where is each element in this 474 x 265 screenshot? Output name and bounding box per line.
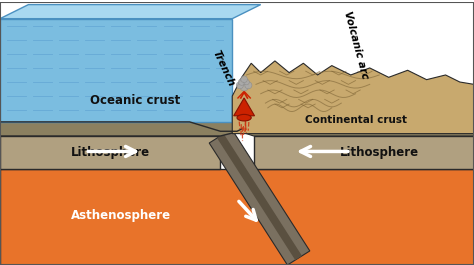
Circle shape: [245, 82, 252, 89]
Ellipse shape: [237, 114, 251, 121]
Polygon shape: [0, 122, 239, 136]
Text: Asthenosphere: Asthenosphere: [71, 209, 171, 222]
Polygon shape: [209, 129, 310, 265]
Polygon shape: [0, 136, 220, 169]
Polygon shape: [234, 98, 255, 116]
Text: Continental crust: Continental crust: [304, 114, 407, 125]
Text: Lithosphere: Lithosphere: [71, 146, 150, 159]
Polygon shape: [0, 169, 474, 265]
Circle shape: [238, 79, 245, 85]
Text: Oceanic crust: Oceanic crust: [90, 94, 180, 107]
Polygon shape: [0, 19, 232, 122]
Polygon shape: [0, 5, 261, 19]
Circle shape: [241, 76, 247, 82]
Circle shape: [244, 79, 249, 85]
Circle shape: [240, 82, 248, 91]
Text: Trench: Trench: [211, 48, 237, 88]
Polygon shape: [217, 134, 302, 260]
Polygon shape: [239, 115, 474, 136]
Text: Lithosphere: Lithosphere: [340, 146, 419, 159]
Polygon shape: [254, 136, 474, 169]
Polygon shape: [232, 61, 474, 134]
Text: Volcanic arc: Volcanic arc: [342, 10, 369, 80]
Circle shape: [237, 82, 244, 89]
